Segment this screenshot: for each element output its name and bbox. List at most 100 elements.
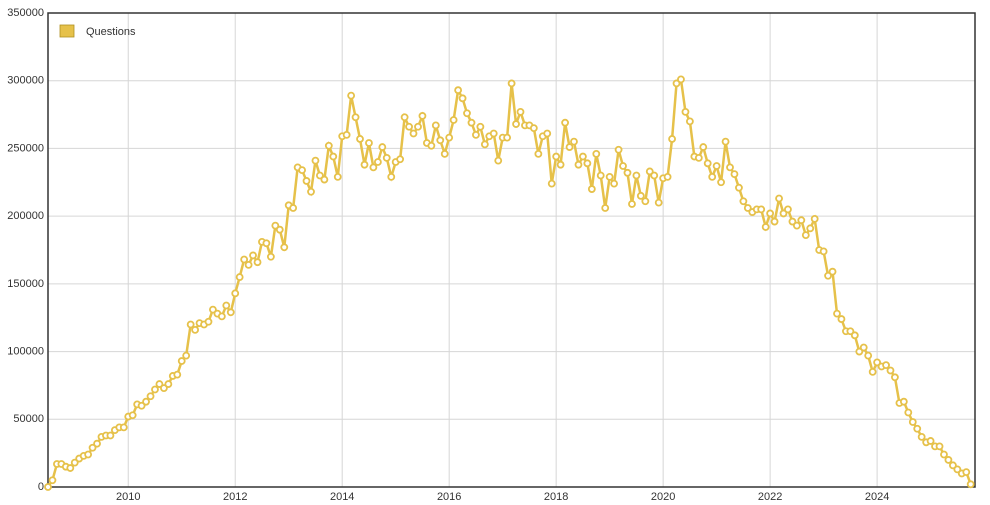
point (512, 120, 520, 128)
point (891, 373, 899, 382)
point (164, 380, 173, 388)
point (775, 194, 783, 203)
point (489, 129, 498, 138)
point (904, 408, 913, 417)
point (414, 122, 422, 131)
point (850, 331, 859, 340)
point (570, 137, 578, 146)
y-tick-label: 150000 (7, 278, 44, 290)
point (792, 221, 801, 230)
point (596, 171, 605, 180)
point (311, 156, 320, 165)
point (66, 464, 75, 472)
legend-label: Questions (86, 26, 136, 38)
point (222, 301, 231, 310)
point (917, 432, 926, 441)
point (507, 79, 516, 88)
point (266, 252, 275, 261)
point (837, 315, 846, 323)
point (801, 231, 810, 240)
point (249, 251, 257, 260)
point (855, 347, 864, 356)
point (743, 204, 752, 212)
point (458, 94, 467, 103)
point (784, 205, 792, 214)
x-tick-label: 2014 (330, 491, 354, 503)
point (427, 141, 436, 150)
point (387, 172, 396, 181)
point (654, 198, 663, 207)
x-tick-label: 2018 (544, 491, 568, 503)
point (253, 258, 262, 267)
point (217, 312, 226, 321)
point (632, 171, 641, 180)
point (128, 411, 137, 420)
point (565, 143, 574, 151)
point (405, 122, 413, 131)
point (672, 79, 681, 88)
point (182, 351, 191, 360)
point (347, 91, 356, 100)
point (717, 178, 725, 187)
point (373, 158, 382, 166)
point (436, 136, 445, 145)
point (324, 141, 333, 150)
point (726, 163, 734, 172)
point (761, 223, 770, 231)
point (173, 370, 182, 379)
point (204, 317, 213, 326)
point (650, 171, 659, 180)
point (226, 308, 235, 317)
x-tick-label: 2020 (651, 491, 675, 503)
point (119, 423, 128, 432)
point (886, 366, 895, 375)
point (454, 86, 463, 95)
point (668, 135, 676, 143)
point (307, 187, 315, 196)
point (605, 172, 614, 181)
point (721, 137, 730, 146)
point (137, 401, 146, 410)
point (360, 160, 369, 169)
point (88, 443, 97, 452)
y-tick-label: 350000 (7, 7, 44, 19)
point (712, 162, 721, 170)
x-tick-label: 2010 (116, 491, 140, 503)
point (619, 162, 627, 170)
point (868, 367, 877, 376)
point (155, 380, 164, 388)
point (472, 130, 480, 139)
x-tick-label: 2024 (865, 491, 889, 503)
point (271, 221, 280, 230)
point (467, 118, 476, 127)
point (953, 465, 962, 474)
point (302, 177, 311, 185)
point (262, 239, 271, 248)
point (859, 343, 868, 352)
point (503, 133, 512, 142)
point (703, 159, 712, 168)
point (70, 458, 79, 467)
point (369, 163, 378, 172)
point (556, 160, 565, 169)
point (476, 122, 485, 131)
point (289, 204, 298, 212)
point (351, 113, 360, 122)
point (940, 450, 948, 459)
point (449, 116, 458, 124)
point (231, 289, 240, 298)
point (908, 418, 917, 426)
point (396, 155, 405, 164)
point (534, 149, 543, 158)
point (298, 166, 306, 174)
legend-swatch (59, 24, 75, 38)
point (106, 431, 115, 440)
point (779, 209, 788, 218)
point (418, 112, 427, 120)
point (583, 159, 592, 168)
point (944, 456, 953, 464)
point (543, 129, 552, 138)
point (681, 107, 690, 116)
point (333, 172, 342, 181)
y-tick-label: 250000 (7, 142, 44, 154)
